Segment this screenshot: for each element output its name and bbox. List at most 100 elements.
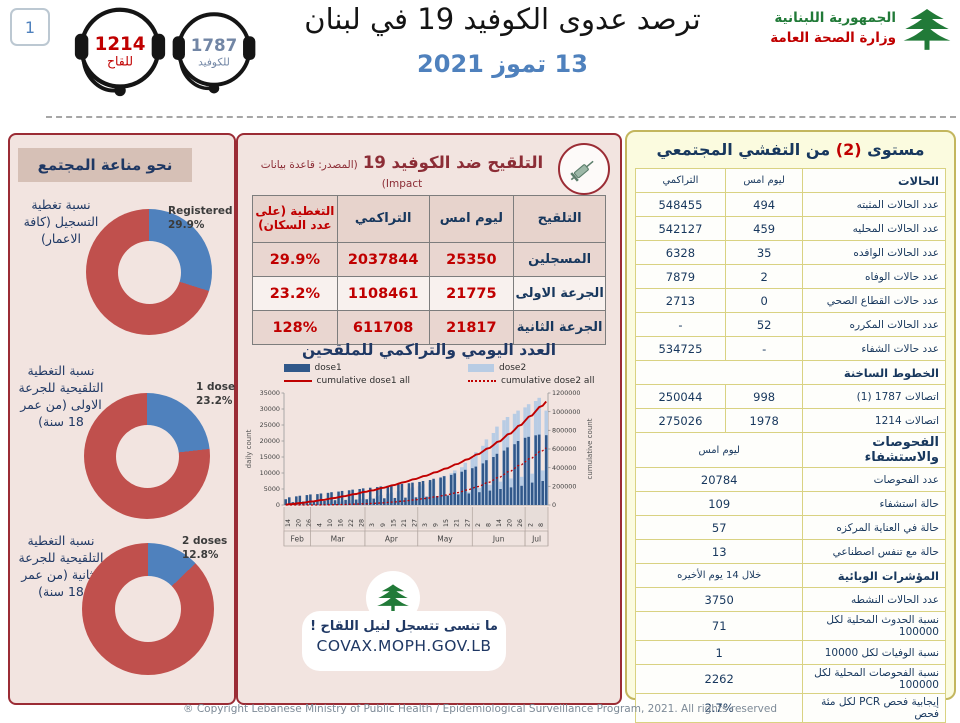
outbreak-table: الحالات ليوم امس التراكمي عدد الحالات ال… xyxy=(635,168,946,723)
svg-text:8: 8 xyxy=(485,523,492,527)
vaccination-title: التلقيح ضد الكوفيد 19 (المصدر: قاعدة بيا… xyxy=(250,153,554,191)
vaccination-title-main: التلقيح ضد الكوفيد 19 xyxy=(363,153,543,172)
svg-text:2: 2 xyxy=(528,523,535,527)
callout-series: 1 dose xyxy=(196,381,235,393)
svg-text:14: 14 xyxy=(496,519,503,527)
table-row: حالة مع تنفس اصطناعي 13 xyxy=(636,540,946,564)
cumulative-dose1-swatch xyxy=(284,380,312,382)
cumulative-value: 611708 xyxy=(337,311,429,345)
svg-text:26: 26 xyxy=(306,519,313,527)
callout-pct: 12.8% xyxy=(182,549,218,561)
cumulative-value: 2713 xyxy=(636,289,726,313)
col-header-cumulative: التراكمي xyxy=(337,196,429,243)
svg-text:Mar: Mar xyxy=(331,535,346,544)
svg-text:0: 0 xyxy=(276,501,280,509)
row-label: عدد الحالات المكرره xyxy=(803,313,946,337)
svg-text:10000: 10000 xyxy=(260,469,280,477)
donut-hole xyxy=(116,425,179,488)
section-subheader: خلال 14 يوم الأخيره xyxy=(636,564,803,588)
dose2-donut-callout: 2 doses 12.8% xyxy=(182,535,234,562)
section-empty xyxy=(636,361,803,385)
row-label: اتصالات 1787 (1) xyxy=(803,385,946,409)
svg-text:Jul: Jul xyxy=(531,535,541,544)
coverage-value: 23.2% xyxy=(253,277,338,311)
copyright-text: ® Copyright Lebanese Ministry of Public … xyxy=(0,703,960,715)
dose2-donut-chart xyxy=(82,543,214,675)
section-row: الخطوط الساخنة xyxy=(636,361,946,385)
table-row: عدد الحالات النشطه 3750 xyxy=(636,588,946,612)
svg-text:daily count: daily count xyxy=(245,429,253,468)
row-value: 13 xyxy=(636,540,803,564)
table-row: عدد الحالات المكرره 52 - xyxy=(636,313,946,337)
outbreak-level-number: (2) xyxy=(836,140,862,159)
page-title: ترصد عدوى الكوفيد 19 في لبنان xyxy=(255,2,750,36)
table-row: المسجلين 25350 2037844 29.9% xyxy=(253,243,606,277)
row-value: 71 xyxy=(636,612,803,641)
community-immunity-panel: نحو مناعة المجتمع نسبة تغطية التسجيل (كا… xyxy=(8,133,236,705)
svg-text:30000: 30000 xyxy=(260,405,280,413)
section-label-indicators: المؤشرات الوبائية xyxy=(803,564,946,588)
col-header-cumulative: التراكمي xyxy=(636,169,726,193)
table-header-row: التلقيح ليوم امس التراكمي التغطية (على ع… xyxy=(253,196,606,243)
svg-text:cumulative count: cumulative count xyxy=(586,418,594,479)
covax-link[interactable]: COVAX.MOPH.GOV.LB xyxy=(302,637,506,655)
row-label: عدد حالات الشفاء xyxy=(803,337,946,361)
yesterday-value: 2 xyxy=(725,265,803,289)
hotline-covid-number: 1787 xyxy=(191,35,238,55)
table-row: اتصالات 1214 1978 275026 xyxy=(636,409,946,433)
callout-pct: 29.9% xyxy=(168,219,204,231)
section-row: الفحوصات والاستشفاء ليوم امس xyxy=(636,433,946,468)
community-immunity-title: نحو مناعة المجتمع xyxy=(18,148,192,182)
yesterday-value: 52 xyxy=(725,313,803,337)
title-pre: مستوى xyxy=(867,140,924,159)
table-row: عدد الحالات الوافده 35 6328 xyxy=(636,241,946,265)
col-header-cases: الحالات xyxy=(803,169,946,193)
hotline-vaccine-headset-icon: 1214 للقاح xyxy=(72,4,168,100)
ministry-name: الجمهورية اللبنانية وزارة الصحة العامة xyxy=(770,9,896,48)
syringe-icon-circle xyxy=(558,143,610,195)
section-label-tests: الفحوصات والاستشفاء xyxy=(803,433,946,468)
yesterday-value: - xyxy=(725,337,803,361)
row-label: عدد الفحوصات xyxy=(803,468,946,492)
row-value: 2262 xyxy=(636,665,803,694)
row-label: عدد الحالات الوافده xyxy=(803,241,946,265)
hotline-vaccine-number: 1214 xyxy=(95,34,146,55)
svg-text:16: 16 xyxy=(338,519,345,527)
svg-text:800000: 800000 xyxy=(552,427,576,435)
covax-reminder-text: ما تنسى تتسجل لنيل اللقاح ! xyxy=(302,619,506,634)
svg-text:9: 9 xyxy=(380,523,387,527)
svg-text:15000: 15000 xyxy=(260,453,280,461)
svg-text:May: May xyxy=(437,535,453,544)
table-row: حالة في العناية المركزه 57 xyxy=(636,516,946,540)
table-row: عدد حالات القطاع الصحي 0 2713 xyxy=(636,289,946,313)
legend-column-2: dose2 cumulative dose2 all xyxy=(468,363,594,386)
ministry-logo: الجمهورية اللبنانية وزارة الصحة العامة xyxy=(770,6,952,52)
callout-series: 2 doses xyxy=(182,535,227,547)
table-row: الجرعة الاولى 21775 1108461 23.2% xyxy=(253,277,606,311)
row-label: الجرعة الثانية xyxy=(514,311,606,345)
cedar-icon xyxy=(902,6,952,52)
legend-dose2: dose2 xyxy=(468,363,594,373)
dose2-swatch xyxy=(468,364,494,372)
row-label: نسبة الحدوث المحلية لكل 100000 xyxy=(803,612,946,641)
svg-text:Jun: Jun xyxy=(492,535,505,544)
svg-text:400000: 400000 xyxy=(552,464,576,472)
row-label: عدد الحالات المحليه xyxy=(803,217,946,241)
row-label: عدد حالات الوفاه xyxy=(803,265,946,289)
svg-text:15: 15 xyxy=(390,519,397,527)
svg-text:21: 21 xyxy=(454,519,461,527)
donut-hole xyxy=(115,576,181,642)
svg-text:200000: 200000 xyxy=(552,483,576,491)
yesterday-value: 1978 xyxy=(725,409,803,433)
ministry-name-line1: الجمهورية اللبنانية xyxy=(770,9,896,29)
cumulative-dose2-swatch xyxy=(468,380,496,382)
svg-text:21: 21 xyxy=(401,519,408,527)
hotline-covid-label: للكوفيد xyxy=(198,56,230,68)
svg-text:2: 2 xyxy=(475,523,482,527)
table-row: الجرعة الثانية 21817 611708 128% xyxy=(253,311,606,345)
table-row: اتصالات 1787 (1) 998 250044 xyxy=(636,385,946,409)
hotline-covid-headset-icon: 1787 للكوفيد xyxy=(170,9,258,97)
row-label: عدد حالات القطاع الصحي xyxy=(803,289,946,313)
yesterday-value: 25350 xyxy=(429,243,514,277)
section-subheader: ليوم امس xyxy=(636,433,803,468)
